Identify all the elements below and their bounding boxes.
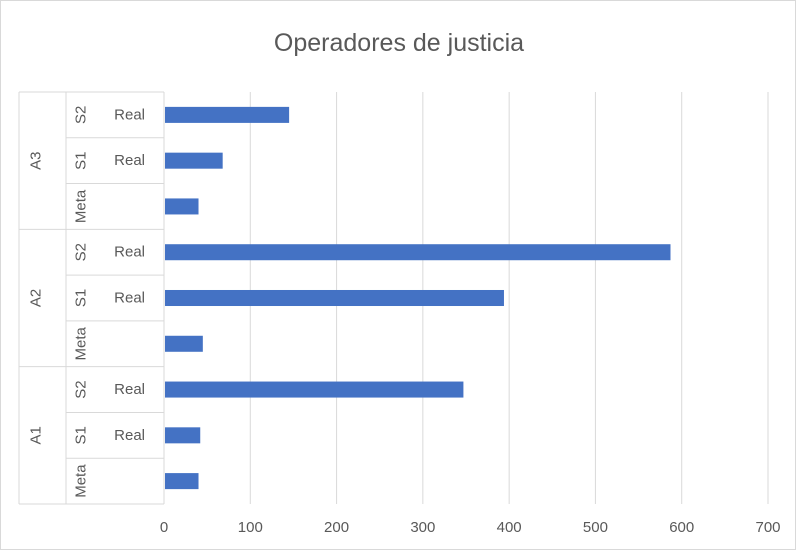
x-tick-label: 200 xyxy=(324,519,349,536)
group-label: A1 xyxy=(28,426,45,444)
series-label: Real xyxy=(114,244,145,261)
series-label: Real xyxy=(114,106,145,123)
subgroup-label: S1 xyxy=(73,426,90,444)
subgroup-label: Meta xyxy=(73,464,90,498)
x-tick-label: 600 xyxy=(669,519,694,536)
x-tick-label: 400 xyxy=(497,519,522,536)
x-tick-label: 100 xyxy=(238,519,263,536)
subgroup-label: S2 xyxy=(73,106,90,124)
bar xyxy=(165,152,223,169)
group-label: A3 xyxy=(28,151,45,169)
bar xyxy=(165,473,199,490)
subgroup-label: S2 xyxy=(73,380,90,398)
x-tick-label: 700 xyxy=(755,519,780,536)
bar xyxy=(165,198,199,215)
group-label: A2 xyxy=(28,289,45,307)
series-label: Real xyxy=(114,152,145,169)
series-label: Real xyxy=(114,427,145,444)
bar xyxy=(165,244,671,261)
bar xyxy=(165,335,203,352)
subgroup-label: Meta xyxy=(73,189,90,223)
bar xyxy=(165,427,201,444)
subgroup-label: S2 xyxy=(73,243,90,261)
series-label: Real xyxy=(114,381,145,398)
bar xyxy=(165,106,290,123)
x-tick-label: 300 xyxy=(410,519,435,536)
subgroup-label: Meta xyxy=(73,326,90,360)
x-tick-label: 500 xyxy=(583,519,608,536)
x-tick-label: 0 xyxy=(160,519,168,536)
subgroup-label: S1 xyxy=(73,151,90,169)
series-label: Real xyxy=(114,290,145,307)
bar xyxy=(165,289,504,307)
chart-title: Operadores de justicia xyxy=(273,29,525,57)
subgroup-label: S1 xyxy=(73,289,90,307)
bar xyxy=(165,381,464,398)
